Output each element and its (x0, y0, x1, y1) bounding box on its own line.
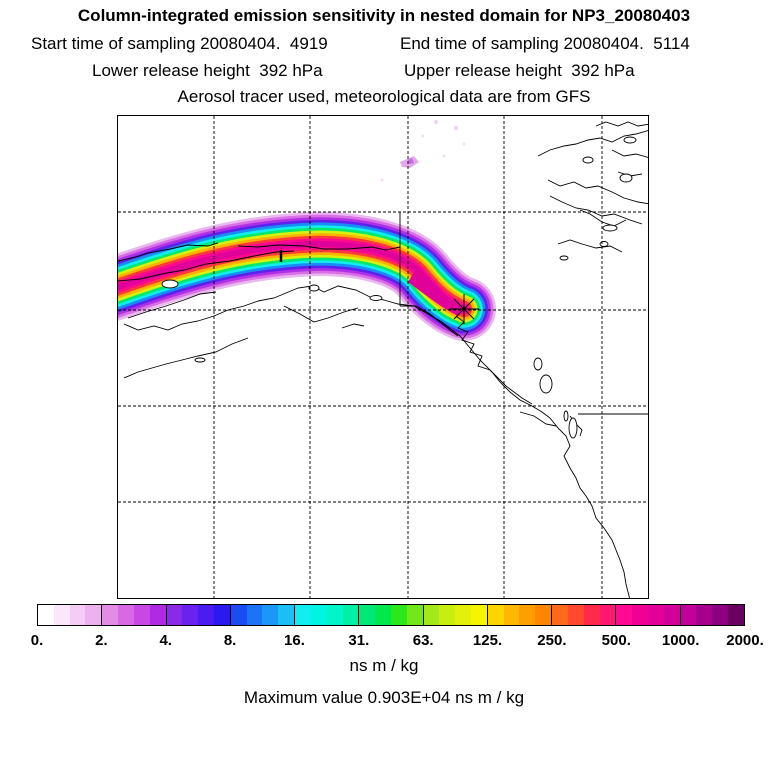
colorbar-segment (295, 605, 360, 625)
colorbar-tick-label: 63. (412, 632, 434, 649)
colorbar-tick-label: 2. (95, 632, 108, 649)
colorbar-tick-label: 8. (223, 632, 237, 649)
tracer-note: Aerosol tracer used, meteorological data… (177, 87, 591, 106)
start-time-label: Start time of sampling 20080404. 4919 (31, 34, 328, 53)
plume-core (408, 266, 464, 316)
figure-title: Column-integrated emission sensitivity i… (77, 6, 691, 25)
colorbar-segment (552, 605, 617, 625)
colorbar-segment (102, 605, 167, 625)
colorbar-tick-label: 16. (284, 632, 305, 649)
colorbar-tick-label: 125. (472, 632, 503, 649)
colorbar-segment (487, 605, 553, 625)
end-time-label: End time of sampling 20080404. 5114 (400, 34, 690, 53)
colorbar-segment (680, 605, 744, 625)
colorbar-tick-label: 4. (159, 632, 172, 649)
release-point-star (449, 294, 479, 324)
emission-sensitivity-plume (118, 211, 496, 341)
colorbar-tick-label: 500. (601, 632, 631, 649)
borders (399, 212, 648, 415)
colorbar-segment (423, 605, 488, 625)
colorbar-segment (166, 605, 231, 625)
colorbar-segment (38, 605, 103, 625)
colorbar-tick-label: 2000. (726, 632, 764, 649)
sensitivity-patches (380, 120, 466, 182)
colorbar-segment (230, 605, 296, 625)
upper-release-height-label: Upper release height 392 hPa (404, 61, 635, 80)
colorbar-tick-label: 1000. (661, 632, 700, 649)
maximum-value-label: Maximum value 0.903E+04 ns m / kg (243, 688, 525, 707)
graticule (118, 116, 648, 598)
colorbar-tick-label: 250. (537, 632, 567, 649)
colorbar-segment (359, 605, 424, 625)
colorbar (37, 604, 745, 626)
colorbar-tick-label: 31. (348, 632, 370, 649)
colorbar-tick-label: 0. (30, 632, 44, 649)
coastlines (118, 121, 648, 598)
lower-release-height-label: Lower release height 392 hPa (92, 61, 323, 80)
map-canvas (118, 116, 648, 598)
islands (161, 136, 637, 439)
colorbar-unit-label: ns m / kg (349, 656, 419, 675)
colorbar-segment (616, 605, 681, 625)
map-panel (117, 115, 649, 599)
